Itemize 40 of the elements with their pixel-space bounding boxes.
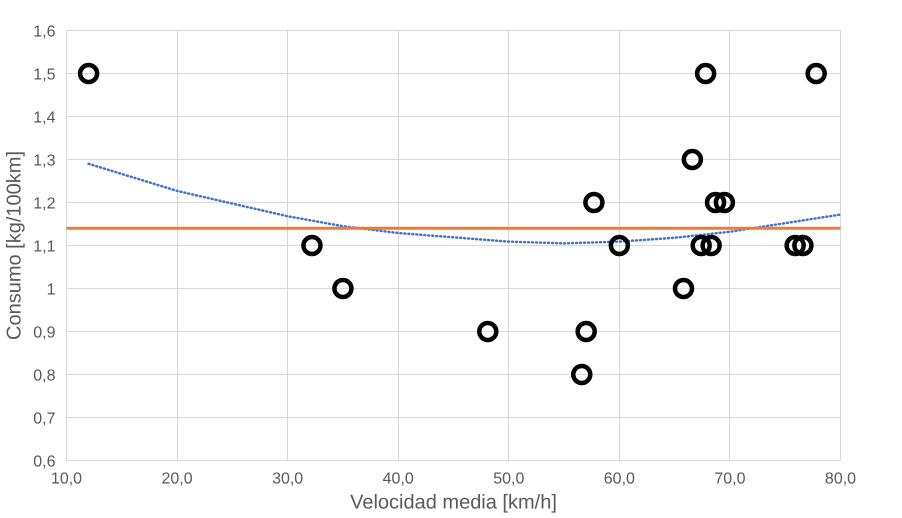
- point: [571, 364, 593, 386]
- point: [690, 234, 712, 256]
- y-tick-label: 1,5: [33, 66, 56, 84]
- point: [332, 278, 354, 300]
- point: [714, 192, 736, 214]
- point: [583, 192, 605, 214]
- point: [704, 192, 726, 214]
- y-axis-title: Consumo [kg/100km]: [3, 151, 26, 340]
- y-tick-label: 1,1: [33, 238, 56, 256]
- y-tick-label: 1,4: [33, 110, 56, 126]
- x-axis-title: Velocidad media [km/h]: [350, 492, 557, 514]
- line-series: [87, 162, 840, 245]
- y-tick-label: 1,2: [33, 196, 56, 212]
- point: [784, 234, 806, 256]
- x-tick-label: 30,0: [272, 470, 304, 488]
- point: [672, 278, 694, 300]
- point: [682, 148, 704, 170]
- x-tick-label: 70,0: [714, 470, 746, 488]
- y-tick-label: 1,3: [33, 152, 56, 170]
- x-tick-label: 40,0: [382, 470, 414, 488]
- point: [792, 234, 814, 256]
- point: [694, 62, 716, 84]
- point: [700, 234, 722, 256]
- y-tick-label: 0,8: [33, 368, 56, 384]
- x-tick-label: 20,0: [162, 470, 193, 488]
- y-tick-label: 1,6: [33, 24, 56, 40]
- point: [805, 62, 827, 84]
- y-tick-label: 1: [46, 282, 56, 298]
- point: [477, 320, 499, 342]
- x-tick-label: 50,0: [493, 470, 524, 488]
- point: [575, 320, 597, 342]
- x-tick-label: 80,0: [824, 470, 856, 488]
- x-tick-label: 60,0: [604, 470, 636, 488]
- point: [301, 234, 323, 256]
- y-tick-label: 0,7: [33, 410, 56, 428]
- y-tick-label: 0,6: [33, 454, 56, 470]
- point: [608, 234, 630, 256]
- point: [78, 62, 100, 84]
- y-tick-label: 0,9: [33, 324, 56, 342]
- x-tick-label: 10,0: [50, 470, 82, 488]
